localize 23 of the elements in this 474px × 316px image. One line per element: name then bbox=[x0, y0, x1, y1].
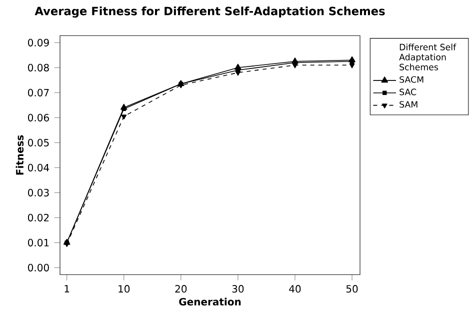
y-tick-label: 0.00 bbox=[28, 264, 49, 272]
x-axis-title: Generation bbox=[179, 298, 241, 306]
chart-title: Average Fitness for Different Self-Adaptation Schemes bbox=[34, 6, 385, 18]
x-tick-label: 1 bbox=[64, 285, 70, 292]
x-tick-label: 30 bbox=[232, 285, 244, 293]
y-tick-label: 0.03 bbox=[28, 188, 49, 196]
y-tick-label: 0.05 bbox=[28, 138, 49, 146]
y-tick-label: 0.01 bbox=[28, 238, 49, 246]
y-tick-label: 0.04 bbox=[28, 164, 50, 172]
x-tick-label: 10 bbox=[118, 285, 130, 293]
legend-title: Different Self Adaptation Schemes bbox=[399, 44, 456, 70]
y-tick-label: 0.07 bbox=[28, 88, 49, 96]
y-tick-label: 0.09 bbox=[28, 38, 49, 46]
legend-label: SAC bbox=[400, 88, 416, 96]
y-tick-label: 0.02 bbox=[28, 214, 49, 222]
x-tick-label: 40 bbox=[289, 285, 301, 293]
y-axis-title: Fitness bbox=[16, 135, 24, 175]
x-tick-label: 20 bbox=[175, 285, 187, 293]
y-tick-label: 0.06 bbox=[28, 114, 49, 122]
legend-label: SAM bbox=[400, 101, 418, 108]
x-tick-label: 50 bbox=[346, 285, 358, 293]
legend-label: SACM bbox=[400, 76, 424, 83]
y-tick-label: 0.08 bbox=[28, 64, 49, 72]
